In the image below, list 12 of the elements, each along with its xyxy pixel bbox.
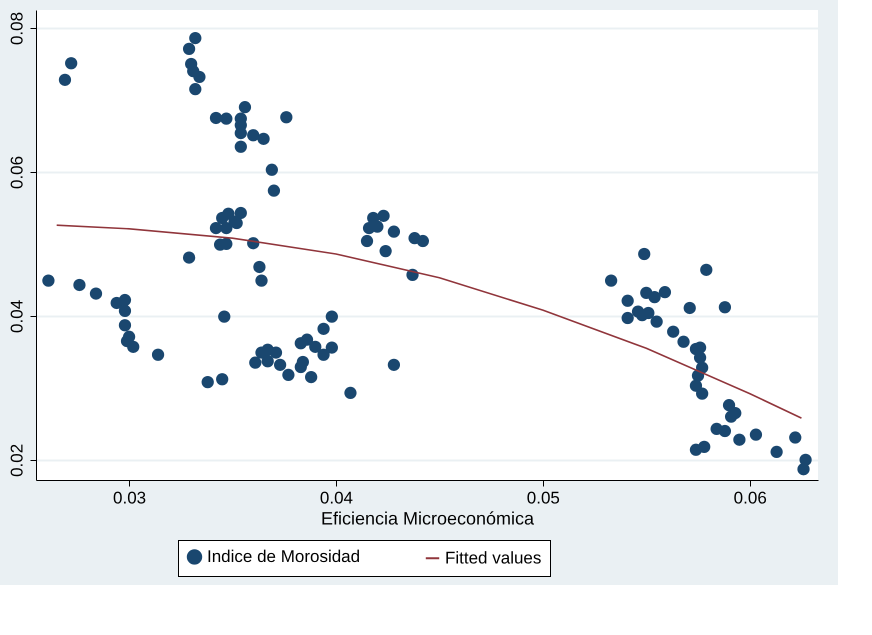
x-axis-title: Eficiencia Microeconómica: [320, 508, 536, 528]
x-tick-label: 0.05: [526, 488, 560, 508]
x-tick-label: 0.04: [320, 488, 354, 508]
x-tick-label: 0.03: [113, 488, 146, 508]
legend-label: Indice de Morosidad: [207, 546, 360, 566]
y-tick-label: 0.02: [8, 444, 26, 477]
y-tick-label: 0.06: [8, 156, 26, 189]
line-series: [56, 224, 802, 419]
legend-label: Fitted values: [445, 548, 542, 568]
y-tick-label: 0.04: [8, 300, 26, 333]
x-tick-label: 0.06: [734, 488, 767, 508]
y-tick-label: 0.08: [8, 12, 26, 46]
